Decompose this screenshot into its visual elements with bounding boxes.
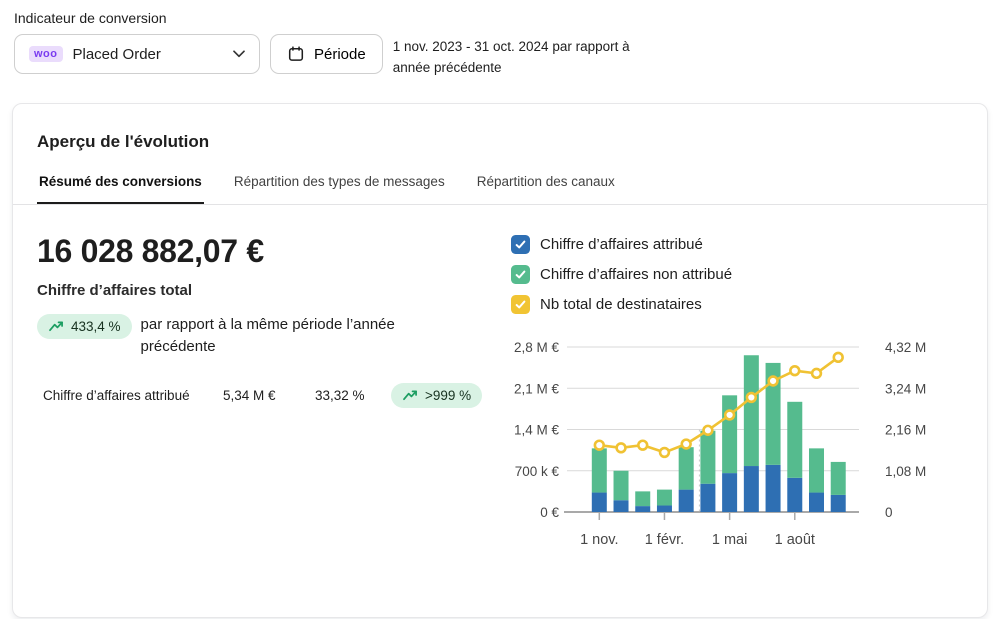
evolution-card: Aperçu de l'évolution Résumé des convers… — [12, 102, 988, 618]
tab-message-types[interactable]: Répartition des types de messages — [233, 173, 445, 189]
svg-text:1 févr.: 1 févr. — [645, 532, 685, 548]
change-badge: 433,4 % — [37, 313, 132, 339]
period-button[interactable]: Période — [270, 34, 383, 74]
evolution-chart: 1 nov. 1 févr. 1 mai 1 août 2,8 M € 2,1 M € 1,… — [514, 340, 926, 548]
svg-text:0: 0 — [885, 505, 893, 520]
svg-text:2,8 M €: 2,8 M € — [514, 340, 560, 355]
svg-text:2,1 M €: 2,1 M € — [514, 381, 560, 396]
attributed-revenue-row: Chiffre d’affaires attribué 5,34 M € 33,… — [37, 383, 492, 409]
legend-item-non-attributed: Chiffre d’affaires non attribué — [511, 264, 981, 284]
header-controls: woo Placed Order Période 1 nov. 2023 - 3… — [14, 34, 999, 79]
tab-content: 16 028 882,07 € Chiffre d’affaires total… — [37, 205, 963, 554]
trend-up-icon — [402, 389, 419, 402]
tab-channels[interactable]: Répartition des canaux — [476, 173, 615, 189]
svg-text:0 €: 0 € — [540, 505, 559, 520]
attributed-revenue-value: 5,34 M € — [223, 388, 276, 404]
card-title: Aperçu de l'évolution — [37, 131, 210, 151]
legend-checkbox[interactable] — [511, 294, 530, 314]
calendar-icon — [287, 45, 305, 63]
tab-bar: Résumé des conversions Répartition des t… — [13, 172, 987, 205]
svg-text:3,24 M: 3,24 M — [885, 381, 926, 396]
legend-label: Nb total de destinataires — [540, 295, 702, 313]
attributed-change-value: >999 % — [425, 388, 472, 404]
conversion-indicator-label: Indicateur de conversion — [14, 10, 167, 26]
metric-select[interactable]: woo Placed Order — [14, 34, 260, 74]
svg-text:1,08 M: 1,08 M — [885, 464, 926, 479]
attributed-revenue-share: 33,32 % — [315, 388, 365, 404]
chart-legend: Chiffre d’affaires attribué Chiffre d’af… — [511, 234, 981, 314]
svg-text:2,16 M: 2,16 M — [885, 422, 926, 437]
legend-checkbox[interactable] — [511, 264, 530, 284]
legend-item-recipients: Nb total de destinataires — [511, 294, 981, 314]
legend-checkbox[interactable] — [511, 234, 530, 254]
period-button-label: Période — [314, 45, 366, 63]
change-comparison-text: par rapport à la même période l’année pr… — [140, 315, 395, 355]
chevron-down-icon — [233, 50, 245, 58]
summary-column: 16 028 882,07 € Chiffre d’affaires total… — [37, 233, 492, 554]
chart-column: Chiffre d’affaires attribué Chiffre d’af… — [511, 233, 981, 554]
header: Indicateur de conversion woo Placed Orde… — [0, 0, 999, 79]
svg-text:1,4 M €: 1,4 M € — [514, 422, 560, 437]
legend-label: Chiffre d’affaires attribué — [540, 235, 703, 253]
svg-text:1 mai: 1 mai — [712, 532, 747, 548]
change-row: 433,4 % par rapport à la même période l’… — [37, 313, 492, 358]
metric-select-value: Placed Order — [72, 45, 161, 63]
date-range-text: 1 nov. 2023 - 31 oct. 2024 par rapport à… — [392, 39, 630, 75]
legend-item-attributed: Chiffre d’affaires attribué — [511, 234, 981, 254]
trend-up-icon — [48, 320, 65, 333]
total-revenue-value: 16 028 882,07 € — [37, 232, 264, 269]
change-badge-value: 433,4 % — [71, 318, 121, 334]
attributed-change-badge: >999 % — [391, 383, 483, 409]
total-revenue-label: Chiffre d’affaires total — [37, 281, 193, 299]
woo-badge: woo — [29, 46, 63, 62]
attributed-revenue-label: Chiffre d’affaires attribué — [43, 388, 190, 404]
tab-conversion-summary[interactable]: Résumé des conversions — [37, 172, 204, 204]
svg-text:1 août: 1 août — [775, 532, 815, 548]
legend-label: Chiffre d’affaires non attribué — [540, 265, 733, 283]
svg-text:700 k €: 700 k € — [515, 464, 560, 479]
svg-text:4,32 M: 4,32 M — [885, 340, 926, 355]
svg-text:1 nov.: 1 nov. — [580, 532, 618, 548]
